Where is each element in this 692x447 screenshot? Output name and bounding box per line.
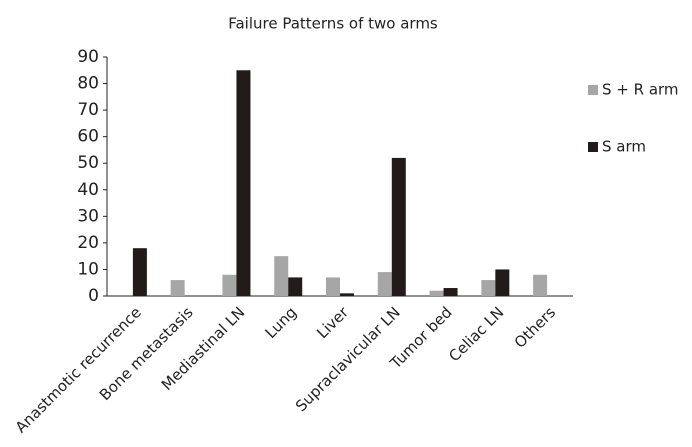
x-tick-label: Lung	[262, 303, 301, 342]
bar	[429, 290, 444, 296]
bar	[377, 272, 392, 296]
legend-label: S arm	[602, 138, 646, 156]
bar	[481, 280, 496, 296]
chart-title: Failure Patterns of two arms	[228, 15, 438, 33]
y-tick-label: 60	[77, 127, 99, 147]
y-tick-label: 50	[77, 153, 99, 173]
legend-label: S + R arm	[602, 81, 679, 99]
y-tick-label: 20	[77, 233, 99, 253]
x-tick-label: Bone metastasis	[96, 303, 197, 404]
bar	[443, 288, 458, 296]
legend-swatch	[588, 142, 598, 152]
bar	[236, 70, 251, 297]
bar	[326, 277, 340, 296]
bar	[340, 293, 354, 296]
y-tick-label: 30	[77, 206, 99, 226]
x-tick-label: Others	[511, 303, 560, 352]
bar	[533, 274, 548, 296]
legend-swatch	[588, 85, 598, 95]
bar	[274, 256, 289, 296]
bar	[222, 274, 237, 296]
y-tick-label: 40	[77, 180, 99, 200]
x-tick-label: Celiac LN	[445, 303, 507, 365]
y-tick-label: 90	[77, 47, 99, 67]
y-tick-label: 80	[77, 74, 99, 94]
y-tick-label: 0	[88, 286, 99, 306]
bar	[288, 277, 303, 296]
bar	[132, 248, 147, 296]
x-tick-label: Liver	[313, 303, 352, 342]
bar	[495, 269, 510, 296]
y-tick-label: 10	[77, 259, 99, 279]
y-tick-label: 70	[77, 100, 99, 120]
bar	[170, 280, 185, 296]
bar	[391, 157, 406, 296]
